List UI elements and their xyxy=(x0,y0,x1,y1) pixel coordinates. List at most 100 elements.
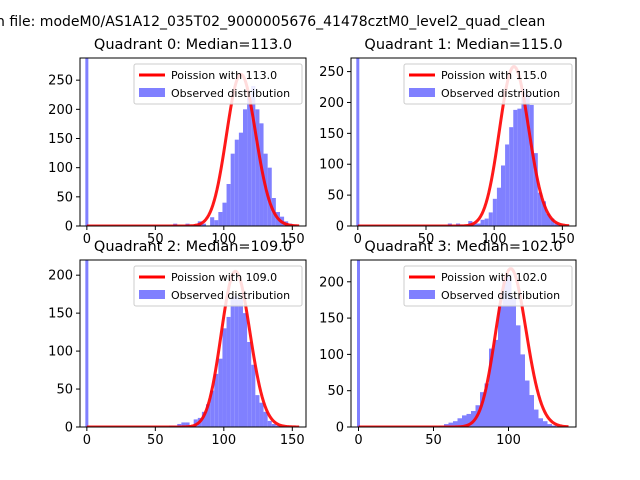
histogram-bar xyxy=(520,354,525,427)
y-tick-label: 0 xyxy=(336,421,344,436)
axes-frame xyxy=(350,57,577,227)
histogram-bar xyxy=(214,220,219,226)
histogram-bar xyxy=(538,418,543,427)
histogram-bar xyxy=(210,217,215,226)
panels: 0 50 100 150 0 50 100 150 200 250 Quadrant 0: Medi… xyxy=(48,37,577,448)
histogram-bar xyxy=(525,93,530,226)
histogram-bar-zero xyxy=(356,58,360,226)
histogram-bar xyxy=(222,202,227,226)
histogram-bar xyxy=(554,223,559,226)
histogram-bar xyxy=(206,404,211,427)
histogram-bar xyxy=(251,364,256,427)
legend-observed-label: Observed distribution xyxy=(171,87,290,100)
histogram-bar xyxy=(226,316,231,427)
chart-title: Quadrant 3: Median=102.0 xyxy=(364,239,562,255)
chart-panel-3: 0 50 100 0 50 100 150 200 Quadrant 3: Median=102… xyxy=(319,239,577,448)
histogram-bar xyxy=(493,339,498,427)
histogram-bar xyxy=(218,358,223,427)
histogram-bar xyxy=(476,223,481,226)
legend-box xyxy=(403,265,573,307)
legend-observed-label: Observed distribution xyxy=(441,87,560,100)
poisson-fit-line xyxy=(86,269,300,427)
histogram-bar xyxy=(263,411,268,427)
y-tick-label: 0 xyxy=(336,220,344,235)
histogram-bar xyxy=(489,348,494,427)
histogram-bar xyxy=(267,420,272,427)
histogram-bar xyxy=(181,422,186,427)
histogram-bar xyxy=(210,390,215,427)
histogram-bar xyxy=(484,218,489,226)
histogram-bar xyxy=(259,402,264,427)
y-tick-label: 250 xyxy=(319,65,344,80)
legend-fit-label: Poission with 115.0 xyxy=(441,69,547,82)
histogram-bar xyxy=(534,409,539,427)
axes-frame xyxy=(79,259,307,428)
histogram-bar xyxy=(547,424,552,427)
histogram-bar-zero xyxy=(85,58,89,226)
histogram-bar xyxy=(511,297,516,427)
y-tick-label: 200 xyxy=(319,275,344,290)
y-tick-label: 200 xyxy=(319,96,344,111)
figure-title: n file: modeM0/AS1A12_035T02_9000005676_… xyxy=(0,14,545,30)
plot-area xyxy=(85,260,300,427)
x-tick-label: 150 xyxy=(280,433,305,448)
y-tick-label: 100 xyxy=(319,158,344,173)
histogram-bar xyxy=(230,296,235,427)
legend-observed-swatch xyxy=(139,88,165,97)
legend-observed-swatch xyxy=(139,290,165,299)
x-tick-label: 0 xyxy=(83,433,91,448)
y-tick-label: 150 xyxy=(319,127,344,142)
x-tick-label: 150 xyxy=(280,232,305,247)
histogram-bar xyxy=(247,97,252,226)
poisson-fit-line xyxy=(358,267,569,427)
x-tick-label: 0 xyxy=(354,433,362,448)
histogram-bar-zero xyxy=(357,260,360,427)
histogram-bar xyxy=(516,325,521,427)
x-tick-label: 150 xyxy=(550,232,575,247)
x-tick-label: 0 xyxy=(354,232,362,247)
histogram-bar xyxy=(501,165,506,226)
y-tick-label: 50 xyxy=(56,383,73,398)
histogram-bar xyxy=(537,192,542,226)
x-tick-label: 100 xyxy=(496,433,521,448)
histogram-bar xyxy=(230,153,235,226)
axes-frame xyxy=(350,259,577,428)
histogram-bar xyxy=(533,153,538,226)
legend-observed-label: Observed distribution xyxy=(441,289,560,302)
y-tick-label: 100 xyxy=(319,348,344,363)
x-tick-label: 50 xyxy=(147,232,164,247)
histogram-bar xyxy=(480,392,485,427)
x-tick-label: 50 xyxy=(425,433,442,448)
y-tick-label: 200 xyxy=(48,269,73,284)
legend-box xyxy=(403,63,573,105)
histogram-bar xyxy=(488,212,493,226)
histogram-bar xyxy=(466,413,471,427)
y-tick-label: 200 xyxy=(48,103,73,118)
histogram-bar xyxy=(509,127,514,226)
legend-fit-label: Poission with 113.0 xyxy=(171,69,277,82)
histogram-bar xyxy=(550,218,555,226)
legend-observed-swatch xyxy=(409,290,435,299)
histogram-bar xyxy=(255,395,260,427)
histogram-bar xyxy=(502,278,507,427)
x-tick-label: 0 xyxy=(83,232,91,247)
legend-box xyxy=(133,63,303,105)
histogram-bar xyxy=(242,109,248,226)
histogram-bar xyxy=(521,88,526,226)
histogram-bar xyxy=(541,201,546,226)
histogram-bar xyxy=(525,380,530,427)
y-tick-label: 250 xyxy=(48,74,73,89)
histogram-bar xyxy=(214,373,219,427)
histogram-bar xyxy=(251,86,256,226)
histogram-bar xyxy=(242,313,248,427)
histogram-bar xyxy=(529,104,534,226)
histogram-bar xyxy=(543,421,548,427)
y-tick-label: 0 xyxy=(65,421,73,436)
histogram-bar xyxy=(201,223,207,226)
histogram-bar xyxy=(271,423,276,427)
x-tick-label: 50 xyxy=(418,232,435,247)
histogram-bar xyxy=(507,274,512,427)
histogram-bar xyxy=(462,415,467,427)
chart-title: Quadrant 0: Median=113.0 xyxy=(94,37,292,53)
histogram-bar xyxy=(480,219,485,226)
